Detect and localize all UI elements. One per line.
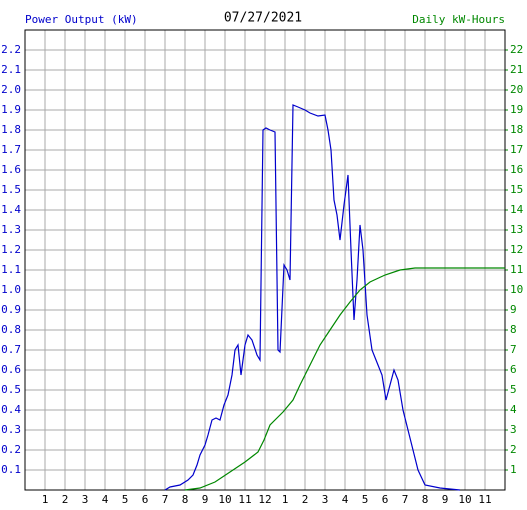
y2-axis-label: Daily kW-Hours: [412, 13, 505, 26]
x-tick-label: 4: [102, 493, 109, 506]
x-tick-label: 9: [442, 493, 449, 506]
y2-tick-label: 5: [510, 383, 517, 396]
y-tick-label: 0.4: [1, 403, 21, 416]
x-tick-label: 2: [62, 493, 69, 506]
plot-border: [24, 29, 506, 491]
y2-tick-label: 3: [510, 423, 517, 436]
y2-tick-label: 14: [510, 203, 524, 216]
y-tick-label: 2.0: [1, 83, 21, 96]
x-tick-label: 8: [182, 493, 189, 506]
y2-tick-label: 18: [510, 123, 523, 136]
y-tick-label: 0.7: [1, 343, 21, 356]
y-tick-label: 0.9: [1, 303, 21, 316]
x-tick-label: 5: [122, 493, 129, 506]
x-tick-label: 11: [478, 493, 491, 506]
x-tick-label: 7: [402, 493, 409, 506]
y-tick-label: 1.3: [1, 223, 21, 236]
x-tick-label: 8: [422, 493, 429, 506]
y2-tick-label: 19: [510, 103, 523, 116]
x-tick-label: 10: [458, 493, 471, 506]
x-tick-label: 5: [362, 493, 369, 506]
series-line: [184, 267, 505, 491]
y-tick-label: 0.5: [1, 383, 21, 396]
x-tick-label: 10: [218, 493, 231, 506]
x-tick-label: 6: [142, 493, 149, 506]
y-tick-label: 0.8: [1, 323, 21, 336]
y2-tick-label: 17: [510, 143, 523, 156]
y2-tick-label: 9: [510, 303, 517, 316]
x-tick-label: 1: [42, 493, 49, 506]
x-tick-label: 9: [202, 493, 209, 506]
y2-tick-label: 6: [510, 363, 517, 376]
y2-tick-label: 7: [510, 343, 517, 356]
y-tick-label: 1.0: [1, 283, 21, 296]
y2-tick-label: 1: [510, 463, 517, 476]
y-tick-label: 1.8: [1, 123, 21, 136]
chart-title: 07/27/2021: [224, 11, 302, 26]
y-tick-label: 1.5: [1, 183, 21, 196]
y-tick-label: 1.2: [1, 243, 21, 256]
y2-tick-label: 21: [510, 63, 523, 76]
y2-tick-label: 2: [510, 443, 517, 456]
y-tick-label: 2.1: [1, 63, 21, 76]
x-tick-label: 2: [302, 493, 309, 506]
x-tick-label: 3: [322, 493, 329, 506]
x-tick-label: 7: [162, 493, 169, 506]
series-line: [164, 104, 461, 491]
y2-tick-label: 15: [510, 183, 523, 196]
x-tick-label: 6: [382, 493, 389, 506]
x-tick-label: 1: [282, 493, 289, 506]
y2-tick-label: 8: [510, 323, 517, 336]
y-tick-label: 1.6: [1, 163, 21, 176]
y2-tick-label: 20: [510, 83, 523, 96]
x-tick-label: 3: [82, 493, 89, 506]
y2-tick-label: 10: [510, 283, 523, 296]
x-tick-label: 11: [238, 493, 251, 506]
y-tick-label: 0.6: [1, 363, 21, 376]
y2-tick-label: 22: [510, 43, 523, 56]
x-tick-label: 12: [258, 493, 271, 506]
y2-tick-label: 11: [510, 263, 523, 276]
y-tick-label: 1.1: [1, 263, 21, 276]
y2-tick-label: 13: [510, 223, 523, 236]
y-tick-label: 1.9: [1, 103, 21, 116]
x-tick-label: 4: [342, 493, 349, 506]
y2-tick-label: 12: [510, 243, 523, 256]
y-tick-label: 0.3: [1, 423, 21, 436]
y-tick-label: 1.4: [1, 203, 21, 216]
y-tick-label: 0.1: [1, 463, 21, 476]
y2-tick-label: 4: [510, 403, 517, 416]
y2-tick-label: 16: [510, 163, 523, 176]
y-tick-label: 1.7: [1, 143, 21, 156]
y-tick-label: 2.2: [1, 43, 21, 56]
y-axis-label: Power Output (kW): [25, 13, 138, 26]
y-tick-label: 0.2: [1, 443, 21, 456]
